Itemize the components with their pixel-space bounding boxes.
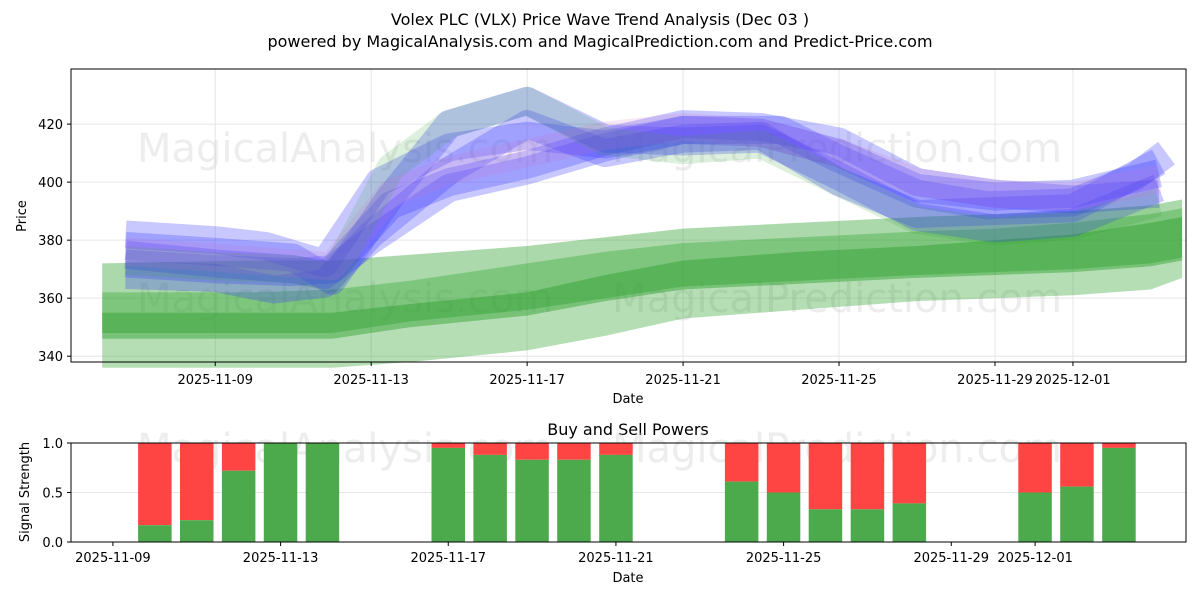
price-xtick-label-2: 2025-11-17 bbox=[489, 373, 565, 388]
wave-lines bbox=[124, 86, 1175, 304]
sell-bar-2 bbox=[221, 443, 256, 471]
buy-bar-16 bbox=[1060, 486, 1094, 542]
price-xtick-label-3: 2025-11-21 bbox=[645, 373, 721, 388]
wave-line-6 bbox=[124, 113, 1162, 281]
signal-ytick-label-2: 1.0 bbox=[42, 437, 63, 452]
signal-xtick-label-1: 2025-11-13 bbox=[243, 551, 319, 566]
price-xtick-label-0: 2025-11-09 bbox=[177, 373, 253, 388]
price-xtick-label-1: 2025-11-13 bbox=[333, 373, 409, 388]
buy-bar-9 bbox=[599, 454, 633, 542]
signal-xlabel: Date bbox=[612, 571, 643, 586]
price-grid bbox=[71, 69, 1186, 362]
sell-bar-6 bbox=[473, 443, 507, 455]
buy-bar-2 bbox=[221, 470, 256, 542]
chart-subtitle: powered by MagicalAnalysis.com and Magic… bbox=[267, 32, 932, 51]
price-ytick-label-2: 380 bbox=[38, 234, 63, 249]
sell-bar-16 bbox=[1060, 443, 1094, 487]
signal-panel: Buy and Sell Powers MagicalAnalysis.com … bbox=[18, 420, 1187, 586]
price-xtick-label-6: 2025-12-01 bbox=[1035, 373, 1111, 388]
buy-bar-15 bbox=[1018, 492, 1052, 542]
sell-bar-9 bbox=[599, 443, 633, 455]
watermark-prediction-top: MagicalPrediction.com bbox=[612, 126, 1062, 172]
price-ytick-label-3: 400 bbox=[38, 176, 63, 191]
price-ytick-label-1: 360 bbox=[38, 292, 63, 307]
signal-ticks: 2025-11-09 2025-11-13 2025-11-17 2025-11-21… bbox=[42, 437, 1073, 566]
sell-bar-11 bbox=[766, 443, 801, 493]
buy-bar-3 bbox=[263, 443, 298, 542]
buy-bar-14 bbox=[892, 503, 927, 542]
price-watermarks: MagicalAnalysis.com MagicalPrediction.co… bbox=[137, 126, 1062, 322]
price-panel: MagicalAnalysis.com MagicalPrediction.co… bbox=[15, 68, 1187, 407]
wave-line-4 bbox=[124, 110, 1160, 287]
buy-bar-13 bbox=[850, 509, 885, 542]
signal-xtick-label-3: 2025-11-21 bbox=[578, 551, 654, 566]
green-band-outer bbox=[102, 208, 1183, 368]
buy-bar-0 bbox=[138, 525, 172, 542]
price-xlabel: Date bbox=[612, 392, 643, 407]
wave-line-2 bbox=[125, 110, 1166, 304]
signal-xtick-label-4: 2025-11-25 bbox=[746, 551, 822, 566]
buy-bar-1 bbox=[180, 520, 214, 542]
sell-bar-13 bbox=[850, 443, 885, 510]
signal-ylabel: Signal Strength bbox=[18, 442, 33, 542]
sell-bar-15 bbox=[1018, 443, 1052, 493]
buy-bar-7 bbox=[515, 459, 549, 542]
sell-bar-0 bbox=[138, 443, 172, 526]
watermark-prediction-mid: MagicalPrediction.com bbox=[612, 276, 1062, 322]
sell-bar-1 bbox=[180, 443, 214, 521]
price-ytick-label-4: 420 bbox=[38, 118, 63, 133]
buy-bar-8 bbox=[557, 459, 591, 542]
buy-bar-10 bbox=[724, 481, 759, 542]
signal-ytick-label-0: 0.0 bbox=[42, 536, 63, 551]
buy-bar-17 bbox=[1102, 447, 1136, 542]
sell-bar-12 bbox=[808, 443, 843, 510]
buy-bar-12 bbox=[808, 509, 843, 542]
signal-xtick-label-5: 2025-11-29 bbox=[913, 551, 989, 566]
wave-line-3 bbox=[124, 86, 1164, 295]
watermark-analysis-top: MagicalAnalysis.com bbox=[137, 126, 553, 172]
buy-bar-6 bbox=[473, 454, 507, 542]
sell-bar-7 bbox=[515, 443, 549, 460]
buy-bar-4 bbox=[305, 443, 340, 542]
wave-line-5 bbox=[124, 86, 1163, 292]
signal-xtick-label-2: 2025-11-17 bbox=[410, 551, 486, 566]
signal-xtick-label-0: 2025-11-09 bbox=[75, 551, 151, 566]
wave-line-0 bbox=[124, 115, 1175, 278]
price-ticks: 2025-11-09 2025-11-13 2025-11-17 2025-11-21… bbox=[38, 118, 1111, 388]
green-bands bbox=[102, 199, 1183, 368]
signal-ytick-label-1: 0.5 bbox=[42, 487, 63, 502]
signal-bars bbox=[138, 443, 1136, 542]
wave-line-1 bbox=[124, 115, 1162, 289]
chart-title: Volex PLC (VLX) Price Wave Trend Analysi… bbox=[391, 10, 809, 29]
sell-bar-14 bbox=[892, 443, 927, 504]
price-xtick-label-5: 2025-11-29 bbox=[957, 373, 1033, 388]
sell-bar-8 bbox=[557, 443, 591, 460]
sell-bar-17 bbox=[1102, 443, 1136, 448]
signal-title: Buy and Sell Powers bbox=[547, 420, 709, 439]
signal-xtick-label-6: 2025-12-01 bbox=[997, 551, 1073, 566]
buy-bar-5 bbox=[431, 447, 465, 542]
green-band-core bbox=[102, 217, 1183, 339]
price-axes-frame bbox=[70, 68, 1187, 363]
price-xtick-label-4: 2025-11-25 bbox=[801, 373, 877, 388]
price-ytick-label-0: 340 bbox=[38, 350, 63, 365]
buy-bar-11 bbox=[766, 492, 801, 542]
watermark-analysis-mid: MagicalAnalysis.com bbox=[137, 276, 553, 322]
sell-bar-5 bbox=[431, 443, 465, 448]
sell-bar-10 bbox=[724, 443, 759, 482]
price-ylabel: Price bbox=[15, 200, 30, 232]
green-band-middle bbox=[102, 199, 1183, 333]
